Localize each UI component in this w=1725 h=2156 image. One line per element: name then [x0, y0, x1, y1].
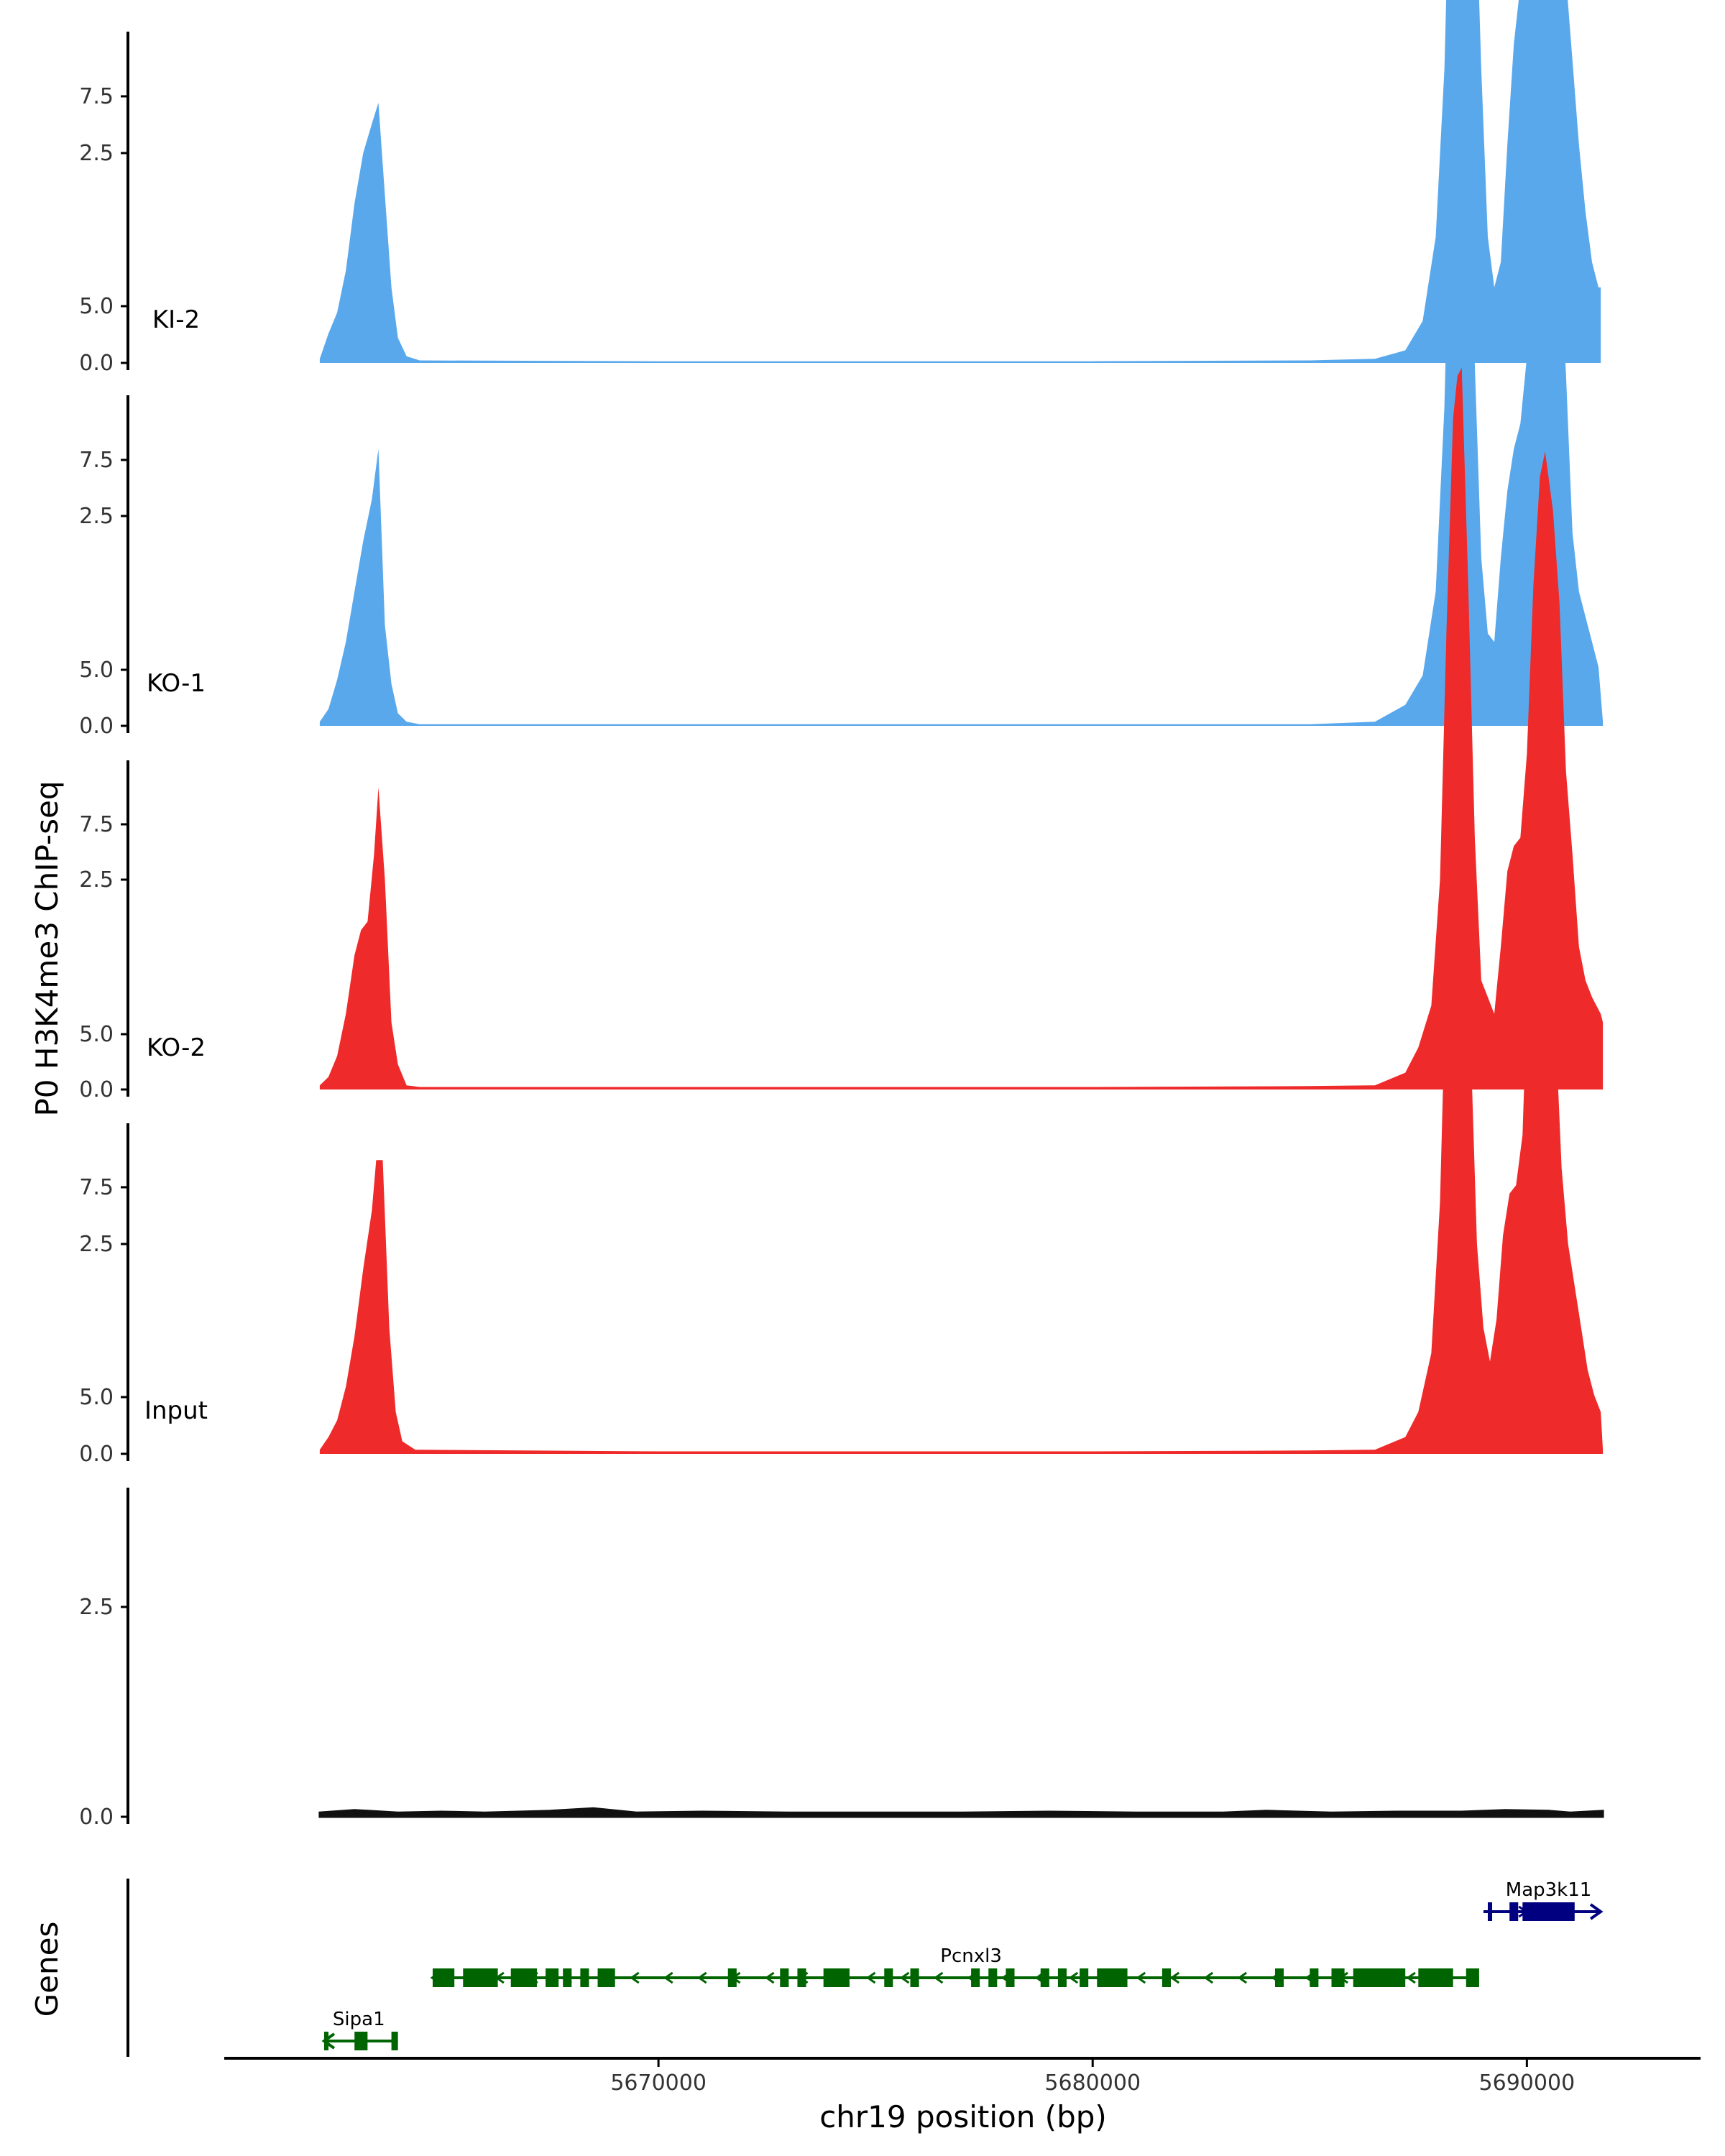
gene-label: Sipa1 — [333, 2009, 385, 2030]
y-tick-label: 2.5 — [79, 504, 114, 529]
y-tick-label: 7.5 — [79, 1175, 114, 1200]
track-ko-2: 0.0 2.5 5.0 7.5 KO-2 — [79, 706, 1604, 1467]
y-tick-label: 0.0 — [79, 351, 114, 376]
y-tick-label: 5.0 — [79, 294, 114, 319]
strand-arrow — [1203, 1971, 1214, 1984]
strand-arrow-end — [321, 2032, 336, 2050]
strand-arrow — [697, 1971, 707, 1984]
exon — [1080, 1968, 1089, 1987]
x-tick-label: 5670000 — [610, 2070, 707, 2096]
exon — [1487, 1902, 1493, 1921]
strand-arrow — [630, 1971, 640, 1984]
y-tick-label: 5.0 — [79, 1385, 114, 1410]
strand-arrow — [1136, 1971, 1146, 1984]
exon — [510, 1968, 537, 1987]
exon — [391, 2032, 398, 2050]
exon — [1418, 1968, 1453, 1987]
strand-arrow — [663, 1971, 673, 1984]
strand-arrow — [933, 1971, 944, 1984]
track-input: 0.0 2.5 5.0 7.5 Input — [79, 1175, 1604, 1830]
genes-panel: Sipa1 Pcnxl3 Map3k11 — [126, 1879, 1604, 2057]
gene-pcnxl3: Pcnxl3 — [430, 1945, 1479, 1987]
exon — [1162, 1968, 1171, 1987]
exon — [971, 1968, 980, 1987]
exon — [597, 1968, 615, 1987]
y-tick-label: 5.0 — [79, 658, 114, 683]
y-tick-label: 2.5 — [79, 867, 114, 893]
y-tick-label: 5.0 — [79, 1022, 114, 1047]
exon — [546, 1968, 559, 1987]
exon — [1353, 1968, 1406, 1987]
x-axis: 5670000 5680000 5690000 — [224, 2057, 1701, 2096]
exon — [1097, 1968, 1128, 1987]
y-tick-label: 7.5 — [79, 448, 114, 473]
exon — [727, 1968, 737, 1987]
strand-arrow — [1406, 1971, 1416, 1984]
gene-label: Map3k11 — [1506, 1879, 1592, 1901]
gene-map3k11: Map3k11 — [1483, 1879, 1604, 1921]
strand-arrow — [1237, 1971, 1248, 1984]
exon — [323, 2032, 328, 2050]
exon — [580, 1968, 589, 1987]
tracks-layer: 0.02.55.07.5KI-10.02.55.07.5KI-20.02.55.… — [79, 0, 1604, 1830]
gene-label: Pcnxl3 — [940, 1945, 1002, 1967]
exon — [1509, 1902, 1519, 1921]
exon — [884, 1968, 893, 1987]
y-tick-label: 7.5 — [79, 812, 114, 837]
coverage-area — [319, 0, 1601, 363]
gene-sipa1: Sipa1 — [321, 2009, 398, 2050]
track-ko-1: 0.0 2.5 5.0 7.5 KO-1 — [79, 367, 1604, 1102]
track-ki-1: 0.02.55.07.5KI-1 — [79, 0, 1601, 376]
coverage-area — [319, 367, 1604, 1089]
exon — [1006, 1968, 1015, 1987]
y-tick-label: 0.0 — [79, 1805, 114, 1830]
exon — [1331, 1968, 1345, 1987]
exon — [432, 1968, 455, 1987]
exon — [988, 1968, 998, 1987]
x-axis-title: chr19 position (bp) — [819, 2099, 1107, 2134]
exon — [1522, 1902, 1575, 1921]
strand-arrow — [865, 1971, 876, 1984]
y-tick-label: 7.5 — [79, 84, 114, 109]
exon — [1040, 1968, 1049, 1987]
y-tick-label: 0.0 — [79, 714, 114, 739]
coverage-area — [319, 0, 1604, 726]
exon — [1274, 1968, 1284, 1987]
exon — [780, 1968, 789, 1987]
exon — [563, 1968, 572, 1987]
x-tick-label: 5680000 — [1044, 2070, 1141, 2096]
exon — [354, 2032, 368, 2050]
strand-arrow — [899, 1971, 910, 1984]
strand-arrow-end — [1589, 1903, 1604, 1920]
strand-arrow — [1068, 1971, 1079, 1984]
genes-axis-title: Genes — [29, 1922, 65, 2017]
y-axis-title: P0 H3K4me3 ChIP-seq — [29, 780, 65, 1116]
exon — [463, 1968, 498, 1987]
y-tick-label: 0.0 — [79, 1442, 114, 1467]
exon — [1466, 1968, 1479, 1987]
exon — [1310, 1968, 1319, 1987]
track-label: KO-2 — [147, 1033, 206, 1062]
track-label: KO-1 — [147, 669, 206, 698]
x-tick-label: 5690000 — [1479, 2070, 1576, 2096]
y-tick-label: 2.5 — [79, 141, 114, 166]
track-ki-2: 0.0 2.5 5.0 7.5 KI-2 — [79, 0, 1604, 739]
exon — [823, 1968, 850, 1987]
exon — [797, 1968, 806, 1987]
track-label: Input — [144, 1396, 208, 1425]
y-tick-label: 2.5 — [79, 1232, 114, 1257]
strand-arrow — [765, 1971, 775, 1984]
coverage-area — [318, 1807, 1604, 1818]
exon — [1057, 1968, 1067, 1987]
track-label: KI-2 — [152, 305, 200, 334]
y-tick-label: 0.0 — [79, 1077, 114, 1102]
exon — [910, 1968, 919, 1987]
y-tick-label: 2.5 — [79, 1595, 114, 1620]
coverage-area — [319, 706, 1604, 1454]
strand-arrow — [1169, 1971, 1180, 1984]
